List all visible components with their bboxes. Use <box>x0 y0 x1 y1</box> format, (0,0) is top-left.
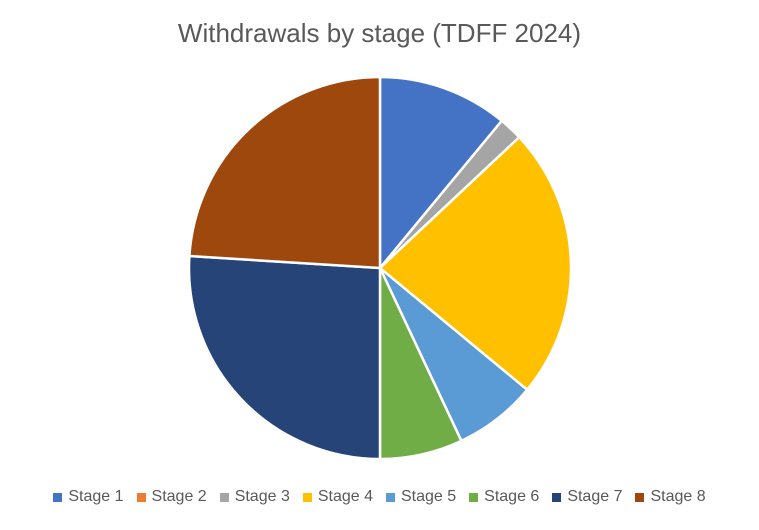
legend-swatch-stage-5 <box>386 492 395 502</box>
pie-slice-stage-4 <box>378 136 573 391</box>
legend-swatch-stage-2 <box>136 492 146 502</box>
legend-label-stage-5: Stage 5 <box>401 488 457 505</box>
legend-label-stage-8: Stage 8 <box>650 488 706 505</box>
legend-swatch-stage-4 <box>302 492 312 502</box>
legend-item-stage-3: Stage 3 <box>219 488 290 506</box>
legend-label-stage-4: Stage 4 <box>317 488 373 505</box>
pie-slice-stage-7 <box>187 254 382 461</box>
legend-swatch-stage-3 <box>219 492 229 502</box>
legend-swatch-stage-1 <box>53 492 63 502</box>
legend-swatch-stage-8 <box>635 492 645 502</box>
legend-item-stage-6: Stage 6 <box>469 488 539 506</box>
legend-swatch-stage-7 <box>552 492 562 502</box>
legend-label-stage-1: Stage 1 <box>68 488 124 505</box>
legend-label-stage-6: Stage 6 <box>484 488 540 505</box>
legend: Stage 1 Stage 2 Stage 3 Stage 4 Stage 5 Stage… <box>0 488 759 506</box>
legend-item-stage-5: Stage 5 <box>386 488 456 506</box>
legend-label-stage-3: Stage 3 <box>234 488 290 505</box>
chart-title: Withdrawals by stage (TDFF 2024) <box>177 18 582 48</box>
legend-swatch-stage-6 <box>469 492 479 502</box>
legend-label-stage-7: Stage 7 <box>567 488 623 505</box>
pie-slice-stage-8 <box>188 75 382 270</box>
legend-item-stage-2: Stage 2 <box>136 488 207 506</box>
legend-item-stage-7: Stage 7 <box>552 488 622 506</box>
legend-label-stage-2: Stage 2 <box>151 488 207 505</box>
legend-item-stage-1: Stage 1 <box>53 488 124 506</box>
pie-slice-stage-1 <box>378 75 503 270</box>
legend-item-stage-8: Stage 8 <box>635 488 706 506</box>
legend-item-stage-4: Stage 4 <box>302 488 373 506</box>
